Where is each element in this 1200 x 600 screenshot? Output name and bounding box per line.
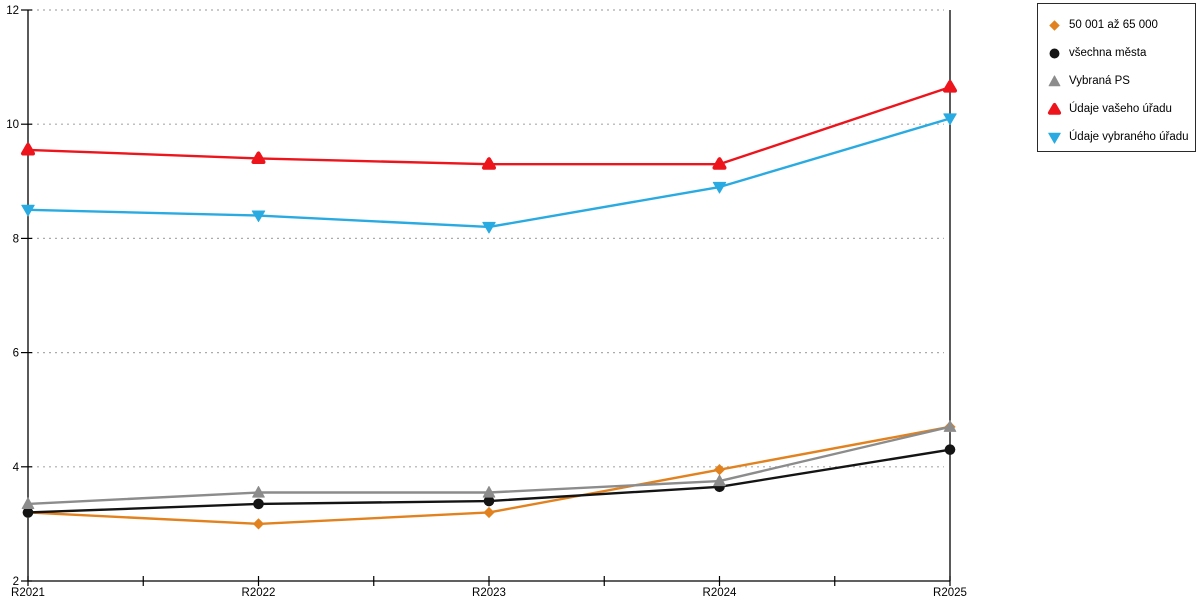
legend-item-label: Údaje vybraného úřadu <box>1069 131 1189 143</box>
legend: 50 001 až 65 000 všechna města Vybraná PS Ú… <box>1037 3 1196 152</box>
legend-item-label: Údaje vašeho úřadu <box>1069 103 1172 115</box>
series-5 <box>21 113 957 234</box>
triangle-down-marker <box>943 113 957 125</box>
triangle-up-round-marker <box>943 80 957 93</box>
legend-item-label: všechna města <box>1069 47 1147 59</box>
series-2 <box>22 444 956 518</box>
gridlines <box>31 9 944 468</box>
triangle-up-icon <box>1048 74 1061 86</box>
series-3 <box>21 420 957 510</box>
y-tick-label: 6 <box>13 348 19 360</box>
triangle-down-marker <box>251 210 266 223</box>
triangle-down-icon <box>1048 132 1061 144</box>
triangle-up-round-marker <box>482 157 496 170</box>
triangle-down-marker <box>21 204 35 217</box>
triangle-up-round-marker <box>251 151 266 165</box>
circle-icon <box>1049 48 1060 58</box>
legend-item: všechna města <box>1047 39 1195 67</box>
circle-marker <box>22 507 34 518</box>
triangle-up-marker <box>21 497 35 510</box>
x-tick-label: R2023 <box>472 587 506 599</box>
triangle-up-marker <box>943 420 957 432</box>
legend-item: Údaje vybraného úřadu <box>1047 123 1195 151</box>
x-tick-label: R2021 <box>11 587 45 599</box>
triangle-up-marker <box>713 474 726 487</box>
series-4 <box>21 80 957 170</box>
triangle-up-round-marker <box>712 157 727 170</box>
legend-item-label: Vybraná PS <box>1069 75 1130 87</box>
triangle-down-marker <box>712 181 727 194</box>
x-tick-label: R2022 <box>242 587 276 599</box>
y-tick-label: 12 <box>6 5 19 17</box>
legend-item: Vybraná PS <box>1047 67 1195 95</box>
circle-marker <box>944 444 956 455</box>
diamond-marker <box>483 506 495 519</box>
y-tick-label: 2 <box>13 576 19 588</box>
legend-item-label: 50 001 až 65 000 <box>1069 19 1158 31</box>
y-tick-label: 10 <box>6 119 19 131</box>
diamond-marker <box>713 464 726 476</box>
triangle-up-round-icon <box>1047 102 1062 115</box>
circle-marker <box>483 495 495 507</box>
series-1 <box>22 421 956 530</box>
triangle-up-marker <box>252 485 265 498</box>
triangle-up-marker <box>482 485 496 498</box>
triangle-up-round-marker <box>21 142 35 156</box>
series-line <box>26 117 952 229</box>
diamond-icon <box>1049 19 1060 31</box>
y-tick-label: 8 <box>13 233 19 245</box>
diamond-marker <box>252 518 265 530</box>
axes: 2 4 6 8 10 12 R2021 R2022 R2023 R2024 R2025 <box>6 5 967 599</box>
y-tick-label: 4 <box>13 462 20 474</box>
x-tick-label: R2024 <box>703 587 737 599</box>
x-tick-label: R2025 <box>933 587 967 599</box>
series-line <box>26 85 952 166</box>
legend-item: Údaje vašeho úřadu <box>1047 95 1195 123</box>
legend-item: 50 001 až 65 000 <box>1047 11 1195 39</box>
triangle-down-marker <box>482 221 496 234</box>
circle-marker <box>253 498 264 510</box>
